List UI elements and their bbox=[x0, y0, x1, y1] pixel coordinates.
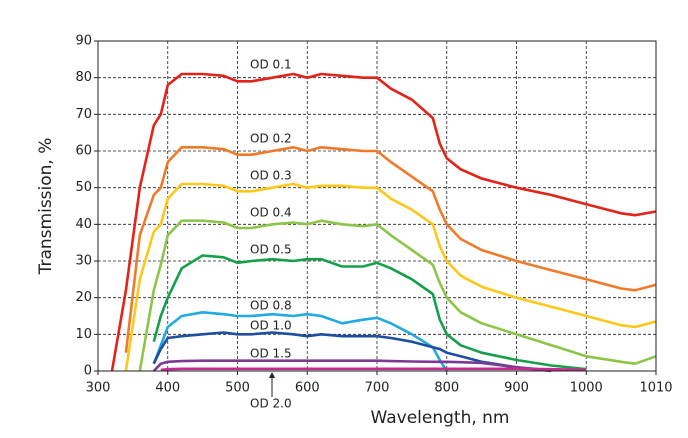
x-tick-label: 1000 bbox=[570, 381, 603, 396]
series-line bbox=[152, 311, 448, 372]
y-tick-label: 70 bbox=[75, 107, 92, 122]
series-label: OD 1.5 bbox=[250, 347, 292, 361]
y-tick-label: 30 bbox=[75, 254, 92, 269]
y-tick-label: 40 bbox=[75, 217, 92, 232]
series-line bbox=[124, 182, 657, 372]
x-tick-label: 1010 bbox=[639, 381, 672, 396]
plot-frame bbox=[97, 40, 657, 372]
series-line bbox=[160, 367, 587, 372]
y-axis-title: Transmission, % bbox=[36, 138, 56, 276]
x-tick-label: 900 bbox=[504, 381, 529, 396]
y-tick-label: 50 bbox=[75, 180, 92, 195]
y-tick-label: 90 bbox=[75, 34, 92, 49]
x-tick-label: 400 bbox=[155, 381, 180, 396]
series-label: OD 0.3 bbox=[250, 169, 292, 183]
x-tick-label: 300 bbox=[86, 381, 111, 396]
series-line bbox=[152, 254, 587, 371]
series-line bbox=[110, 72, 657, 372]
x-tick-label: 800 bbox=[434, 381, 459, 396]
series-label: OD 0.4 bbox=[250, 206, 292, 220]
x-tick-label: 600 bbox=[295, 381, 320, 396]
series-label: OD 2.0 bbox=[250, 397, 292, 411]
y-tick-label: 60 bbox=[75, 144, 92, 159]
series-line bbox=[152, 331, 552, 372]
y-tick-label: 20 bbox=[75, 290, 92, 305]
y-tick-label: 10 bbox=[75, 327, 92, 342]
series-label: OD 0.2 bbox=[250, 132, 292, 146]
y-tick-label: 0 bbox=[84, 364, 92, 379]
x-axis-title: Wavelength, nm bbox=[371, 408, 510, 428]
series-label: OD 0.1 bbox=[250, 58, 292, 72]
x-tick-label: 500 bbox=[225, 381, 250, 396]
series-label: OD 0.5 bbox=[250, 243, 292, 257]
y-tick-label: 80 bbox=[75, 70, 92, 85]
series-line bbox=[138, 219, 657, 372]
series-label: OD 1.0 bbox=[250, 319, 292, 333]
series-label: OD 0.8 bbox=[250, 299, 292, 313]
series-line bbox=[124, 146, 657, 353]
x-tick-label: 700 bbox=[365, 381, 390, 396]
label-arrowhead bbox=[269, 372, 275, 378]
series-line bbox=[152, 359, 552, 373]
